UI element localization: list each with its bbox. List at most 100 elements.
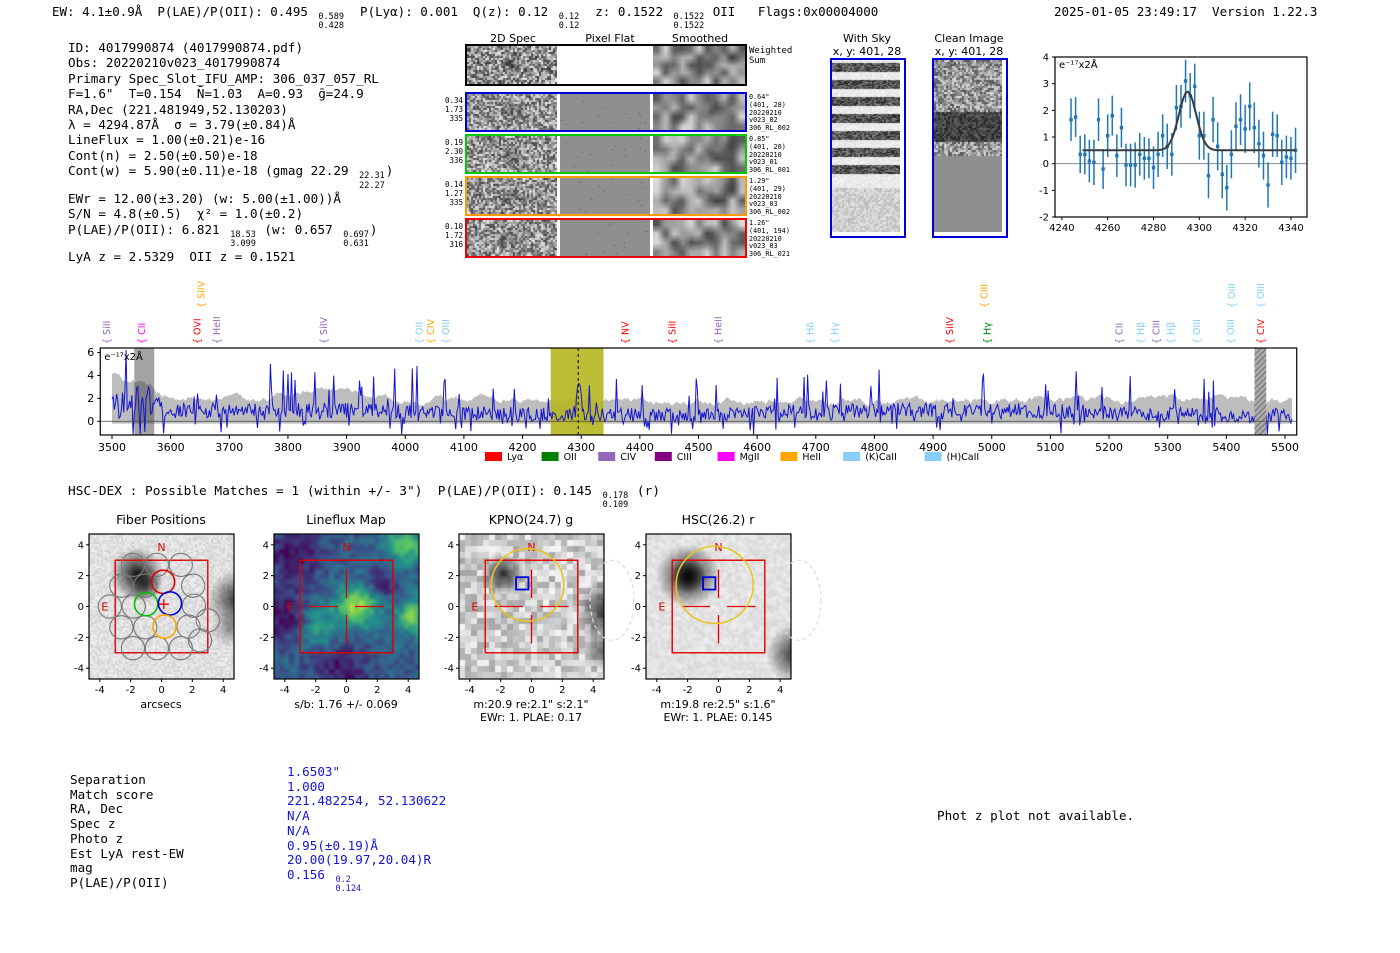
legend-item: CIV bbox=[620, 452, 636, 463]
svg-text:5000: 5000 bbox=[978, 441, 1006, 454]
with-sky-title: With Sky x, y: 401, 28 bbox=[832, 32, 902, 58]
emission-line-label: { Hβ bbox=[1136, 322, 1147, 344]
svg-text:4320: 4320 bbox=[1232, 223, 1257, 234]
spec2d-row-right-label: 0.85" (401, 20) 20220210 v023_01 306_RL_001 bbox=[749, 135, 790, 175]
match-row-value: 0.95(±0.19)Å bbox=[287, 837, 378, 853]
kpno-image bbox=[459, 534, 604, 679]
svg-text:0: 0 bbox=[78, 602, 84, 613]
sky-image-panels: With Sky x, y: 401, 28 Clean Image x, y: 40… bbox=[820, 30, 1020, 245]
match-row-value: 0.156 0.2 0.124 bbox=[287, 866, 362, 895]
svg-text:4: 4 bbox=[78, 540, 84, 551]
spec2d-cell-smoothed bbox=[653, 220, 745, 256]
detection-info-block: ID: 4017990874 (4017990874.pdf) Obs: 2022… bbox=[68, 40, 393, 265]
info-line: Cont(n) = 2.50(±0.50)e-18 bbox=[68, 147, 258, 163]
col-title-pixelflat: Pixel Flat bbox=[585, 32, 635, 45]
emission-line-label: { SiIV bbox=[945, 316, 956, 344]
svg-text:-4: -4 bbox=[444, 664, 454, 675]
spec2d-row-right-label: Weighted Sum bbox=[749, 46, 793, 66]
emission-line-label: { OIII bbox=[1226, 319, 1237, 344]
full-spectrum-plot: 0 2 4 6 3500 3600 3700 3800 3900 4000 4100 4200 4300… bbox=[85, 268, 1330, 468]
compass-north-label: N bbox=[714, 541, 722, 554]
cutout-title: KPNO(24.7) g bbox=[488, 512, 574, 527]
emission-line-label: { SiIV bbox=[197, 280, 208, 308]
svg-text:1: 1 bbox=[1043, 133, 1049, 144]
cutout-xlabel: m:20.9 re:2.1" s:2.1" bbox=[473, 698, 589, 711]
col-title-smoothed: Smoothed bbox=[671, 32, 729, 45]
emission-line-label: { SiIV bbox=[319, 316, 330, 344]
spec2d-row-right-label: 1.26" (401, 194) 20220210 v023_03 306_RL_021 bbox=[749, 219, 790, 259]
match-row-value: 1.6503" bbox=[287, 764, 341, 779]
emission-line-label: { OIII bbox=[441, 319, 452, 344]
clean-image-canvas bbox=[934, 60, 1002, 232]
match-table-values: 1.6503" 1.000 221.482254, 52.130622 N/A N/A 0… bbox=[287, 764, 447, 895]
spec2d-row-left-label: 0.34 1.73 335 bbox=[444, 96, 463, 123]
cutout-sublabel: EWr: 1. PLAE: 0.17 bbox=[479, 711, 583, 724]
compass-east-label: E bbox=[101, 601, 108, 614]
clean-image bbox=[932, 58, 1008, 238]
cutout-xlabel: arcsecs bbox=[140, 698, 182, 711]
emission-line-label: { OVI bbox=[193, 318, 204, 344]
svg-text:3: 3 bbox=[1043, 79, 1049, 90]
spec2d-cell-smoothed bbox=[653, 136, 745, 172]
spec2d-cell-pixelflat bbox=[560, 178, 650, 214]
hsc-image bbox=[646, 534, 791, 679]
compass-north-label: N bbox=[342, 541, 350, 554]
emission-line-label: { CII bbox=[137, 323, 148, 344]
hsc-dex-match-line: HSC-DEX : Possible Matches = 1 (within +… bbox=[68, 484, 661, 511]
spec2d-cell-2dspec bbox=[467, 46, 557, 84]
spec2d-cell-smoothed bbox=[653, 94, 745, 130]
spec2d-cell-smoothed bbox=[653, 46, 745, 84]
svg-text:6: 6 bbox=[87, 346, 94, 359]
spec2d-cell-2dspec bbox=[467, 136, 557, 172]
match-row-label: Est LyA rest-EW bbox=[70, 845, 184, 861]
lineflux-image bbox=[274, 534, 419, 679]
spec2d-cell-pixelflat bbox=[560, 94, 650, 130]
cutout-sublabel: EWr: 1. PLAE: 0.145 bbox=[663, 711, 773, 724]
info-line: P(LAE)/P(OII): 6.821 18.53 3.099 (w: 0.65… bbox=[68, 221, 378, 250]
svg-text:0: 0 bbox=[715, 685, 721, 696]
match-row-value: 221.482254, 52.130622 bbox=[287, 793, 447, 809]
svg-text:4400: 4400 bbox=[626, 441, 654, 454]
spec2d-row-right-label: 0.64" (401, 28) 20220210 v023_02 306_RL_002 bbox=[749, 93, 790, 133]
emission-line-label: { CII bbox=[1115, 323, 1126, 344]
match-row-label: Spec z bbox=[70, 816, 116, 832]
linefit-ylabel: e⁻¹⁷x2Å bbox=[1059, 58, 1098, 71]
emission-line-label: { OIII bbox=[1192, 319, 1203, 344]
svg-text:5400: 5400 bbox=[1212, 441, 1240, 454]
info-line: LineFlux = 1.00(±0.21)e-16 bbox=[68, 132, 266, 148]
spec2d-row bbox=[465, 44, 747, 86]
emission-line-label: { CIV bbox=[426, 319, 437, 344]
info-line: Obs: 20220210v023_4017990874 bbox=[68, 55, 281, 71]
compass-east-label: E bbox=[471, 601, 478, 614]
svg-text:0: 0 bbox=[528, 685, 534, 696]
svg-text:0: 0 bbox=[1043, 159, 1049, 170]
spec2d-row bbox=[465, 92, 747, 132]
stacked-uncertainty: 0.589 0.428 bbox=[318, 12, 344, 32]
svg-text:4: 4 bbox=[590, 685, 596, 696]
match-row-value: 1.000 bbox=[287, 778, 325, 794]
svg-text:3500: 3500 bbox=[98, 441, 126, 454]
cutout-title: Fiber Positions bbox=[116, 512, 206, 527]
compass-north-label: N bbox=[527, 541, 535, 554]
emission-line-label: { OIII bbox=[1256, 283, 1267, 308]
info-line: EWr = 12.00(±3.20) (w: 5.00(±1.00))Å bbox=[68, 190, 341, 206]
emission-line-label: { OIII bbox=[1227, 283, 1238, 308]
svg-text:-2: -2 bbox=[444, 633, 454, 644]
emission-line-label: { HeII bbox=[212, 316, 223, 344]
svg-text:-4: -4 bbox=[465, 685, 475, 696]
match-row-value: 20.00(19.97,20.04)R bbox=[287, 852, 432, 868]
emission-line-label: { NV bbox=[621, 321, 632, 344]
svg-text:5300: 5300 bbox=[1154, 441, 1182, 454]
svg-text:-2: -2 bbox=[1039, 213, 1049, 224]
svg-text:-1: -1 bbox=[1039, 186, 1049, 197]
svg-text:4700: 4700 bbox=[802, 441, 830, 454]
spec2d-cell-pixelflat bbox=[560, 136, 650, 172]
svg-text:4600: 4600 bbox=[743, 441, 771, 454]
with-sky-image bbox=[830, 58, 906, 238]
svg-text:-4: -4 bbox=[631, 664, 641, 675]
emission-line-label: { HeII bbox=[713, 316, 724, 344]
svg-text:4000: 4000 bbox=[391, 441, 419, 454]
clean-image-title: Clean Image x, y: 401, 28 bbox=[934, 32, 1004, 58]
info-line: LyA z = 2.5329 OII z = 0.1521 bbox=[68, 249, 296, 265]
